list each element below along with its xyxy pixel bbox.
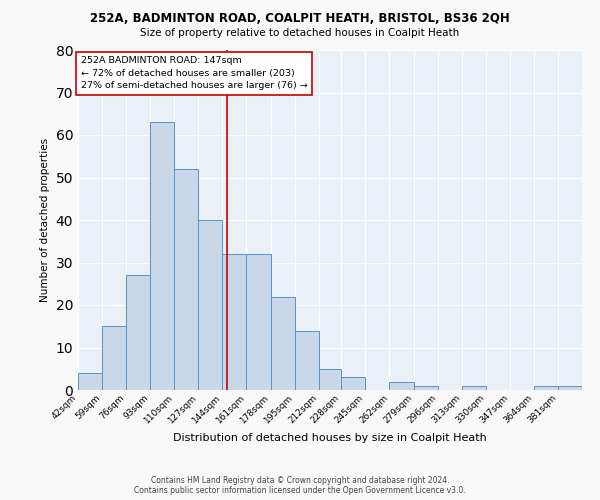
Bar	[558, 386, 582, 390]
Bar	[78, 373, 102, 390]
Text: 252A BADMINTON ROAD: 147sqm
← 72% of detached houses are smaller (203)
27% of se: 252A BADMINTON ROAD: 147sqm ← 72% of det…	[81, 56, 308, 90]
X-axis label: Distribution of detached houses by size in Coalpit Heath: Distribution of detached houses by size …	[173, 433, 487, 443]
Bar	[413, 386, 437, 390]
Bar	[341, 378, 365, 390]
Bar	[247, 254, 271, 390]
Bar	[389, 382, 413, 390]
Y-axis label: Number of detached properties: Number of detached properties	[40, 138, 50, 302]
Bar	[223, 254, 247, 390]
Bar	[199, 220, 223, 390]
Text: Contains HM Land Registry data © Crown copyright and database right 2024.
Contai: Contains HM Land Registry data © Crown c…	[134, 476, 466, 495]
Bar	[319, 369, 341, 390]
Bar	[271, 296, 295, 390]
Bar	[174, 169, 199, 390]
Bar	[295, 330, 319, 390]
Bar	[126, 275, 150, 390]
Bar	[461, 386, 486, 390]
Text: Size of property relative to detached houses in Coalpit Heath: Size of property relative to detached ho…	[140, 28, 460, 38]
Bar	[102, 326, 126, 390]
Text: 252A, BADMINTON ROAD, COALPIT HEATH, BRISTOL, BS36 2QH: 252A, BADMINTON ROAD, COALPIT HEATH, BRI…	[90, 12, 510, 26]
Bar	[150, 122, 174, 390]
Bar	[534, 386, 558, 390]
